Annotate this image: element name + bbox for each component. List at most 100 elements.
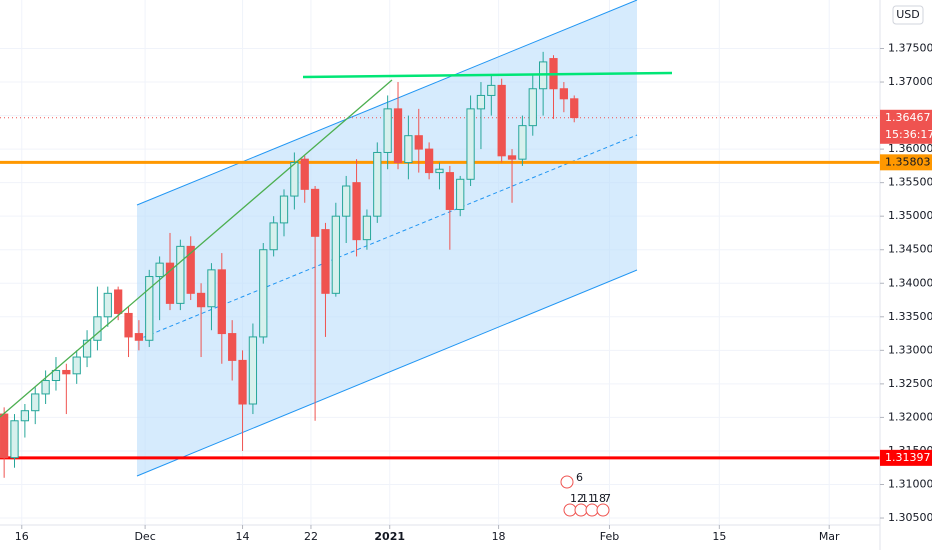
event-label: 12: [570, 492, 584, 505]
candle-body: [155, 262, 164, 278]
y-tick-label: 1.32000: [888, 410, 932, 423]
candle-body: [228, 333, 237, 361]
candle-body: [238, 359, 247, 405]
level-tag: [880, 154, 932, 171]
candle-body: [103, 292, 112, 318]
y-tick-label: 1.31000: [888, 477, 932, 490]
resistance-line: [302, 71, 673, 79]
candle-body: [321, 229, 330, 294]
candle-body: [10, 420, 19, 459]
y-tick-label: 1.37500: [888, 41, 932, 54]
candle-body: [31, 393, 40, 412]
candle-body: [476, 94, 486, 110]
candle-body: [259, 249, 268, 338]
trend-line: [0, 79, 393, 418]
event-label: 18: [592, 492, 606, 505]
candle-body: [404, 135, 413, 164]
channel-bottom: [136, 269, 638, 477]
event-icon: [574, 503, 588, 517]
candle-body: [279, 195, 289, 224]
parallel-channel: [137, 0, 637, 476]
candle-body: [145, 276, 154, 341]
y-tick-label: 1.36000: [888, 142, 932, 155]
level-tag: [880, 449, 932, 466]
countdown: 15:36:17: [885, 128, 932, 141]
candle-body: [497, 84, 506, 157]
y-tick-label: 1.35500: [888, 176, 932, 189]
candle-body: [518, 125, 527, 160]
candle-body: [290, 162, 299, 197]
candles: [0, 51, 579, 478]
candle-body: [207, 269, 216, 308]
x-tick-label: Mar: [819, 530, 840, 543]
candle-body: [487, 84, 496, 96]
event-label: 7: [604, 492, 611, 505]
candle-body: [424, 148, 434, 174]
candle-body: [310, 188, 320, 237]
x-tick-label: 14: [236, 530, 250, 543]
y-tick-label: 1.37000: [888, 75, 932, 88]
event-icon: [563, 503, 577, 517]
candle-body: [186, 245, 195, 294]
candle-body: [41, 380, 50, 395]
candle-body: [114, 289, 123, 314]
y-tick-label: 1.33500: [888, 310, 932, 323]
x-tick-label: Feb: [600, 530, 619, 543]
y-tick-label: 1.35000: [888, 209, 932, 222]
candle-body: [445, 172, 454, 210]
candle-body: [393, 108, 403, 164]
x-tick-label: Dec: [134, 530, 155, 543]
level-label: 1.35803: [885, 155, 931, 168]
candle-body: [82, 339, 92, 358]
candle-body: [165, 262, 175, 304]
y-tick-label: 1.30500: [888, 511, 932, 524]
levels: [0, 117, 880, 460]
candle-body: [435, 168, 444, 174]
price-tag: [880, 109, 932, 144]
x-tick-label: 15: [712, 530, 726, 543]
candle-body: [342, 185, 351, 217]
level-label: 1.31397: [885, 451, 931, 464]
candle-body: [51, 369, 61, 382]
x-tick-label: 16: [15, 530, 29, 543]
candle-body: [0, 413, 9, 459]
event-label: 11: [581, 492, 595, 505]
candle-body: [217, 269, 226, 335]
y-tick-label: 1.33000: [888, 343, 932, 356]
candle-body: [93, 316, 102, 341]
y-tick-label: 1.32500: [888, 377, 932, 390]
candle-body: [362, 215, 372, 241]
channel-top: [136, 0, 638, 206]
candle-body: [559, 88, 568, 100]
currency[interactable]: USD: [896, 8, 920, 21]
y-tick-label: 1.34500: [888, 243, 932, 256]
candle-body: [352, 182, 361, 241]
candle-body: [134, 333, 144, 341]
candle-body: [72, 356, 81, 375]
x-tick-label: 18: [492, 530, 506, 543]
currency-button[interactable]: [892, 5, 924, 25]
event-icon: [596, 503, 610, 517]
axis-labels: 1.305001.310001.315001.320001.325001.330…: [15, 41, 932, 543]
current-price-label: 1.36467: [885, 111, 931, 124]
channel-mid: [136, 134, 638, 341]
candle-body: [62, 369, 71, 375]
candle-body: [373, 151, 382, 217]
event-label: 6: [576, 471, 583, 484]
candle-body: [570, 98, 579, 119]
candle-body: [414, 135, 423, 150]
y-tick-label: 1.34000: [888, 276, 932, 289]
candle-body: [248, 336, 258, 405]
candle-body: [124, 312, 133, 338]
candle-body: [456, 178, 465, 210]
candle-body: [466, 108, 475, 180]
candle-body: [269, 222, 278, 251]
x-tick-label: 22: [304, 530, 318, 543]
candle-body: [20, 410, 30, 422]
candle-body: [300, 158, 309, 190]
candle-body: [383, 108, 392, 153]
event-icon: [585, 503, 599, 517]
